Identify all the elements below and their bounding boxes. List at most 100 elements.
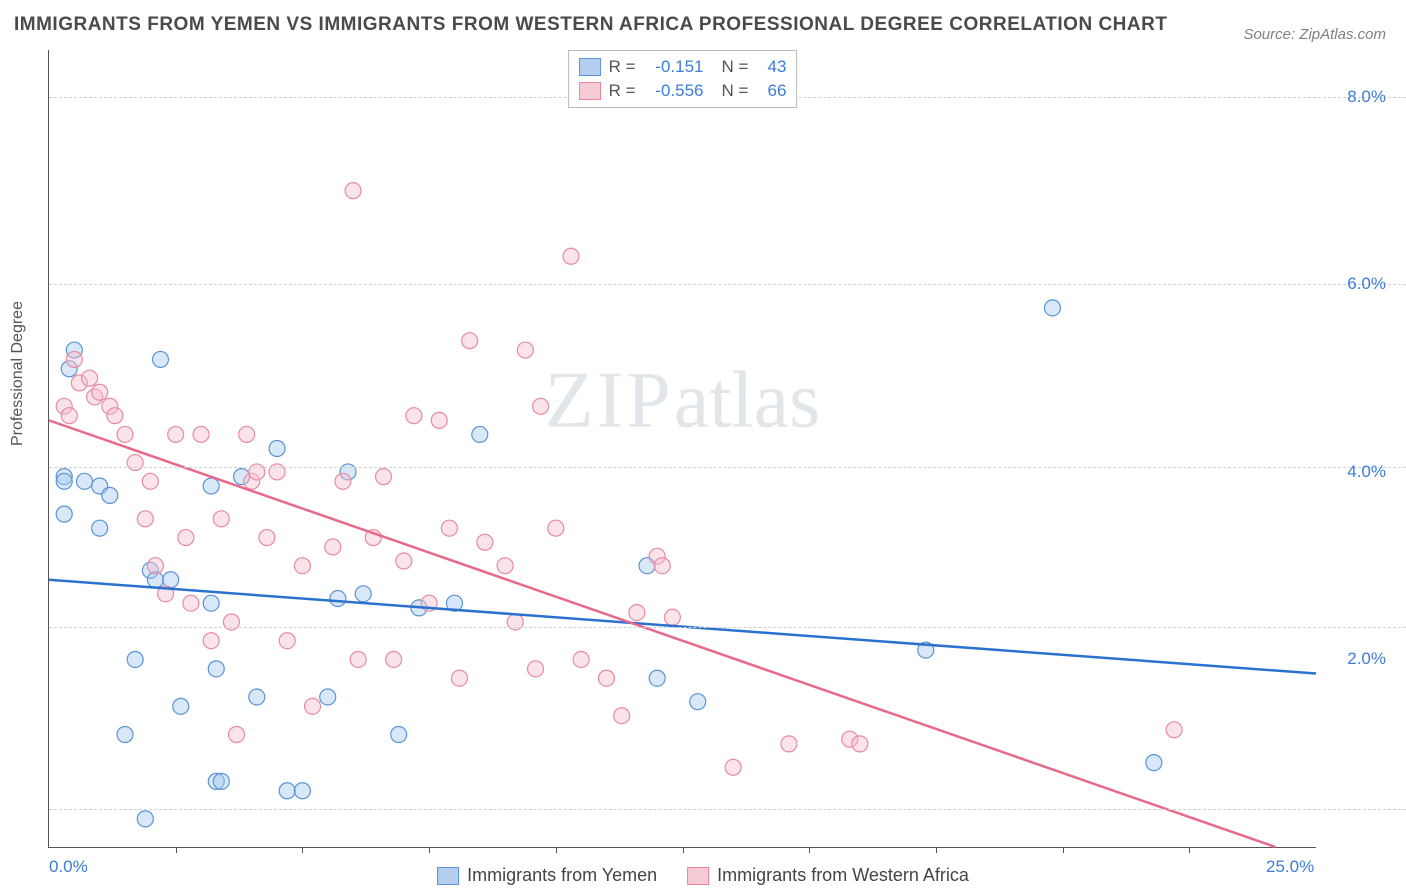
data-point (203, 633, 219, 649)
x-tick (1063, 847, 1064, 853)
data-point (213, 511, 229, 527)
data-point (391, 726, 407, 742)
data-point (386, 651, 402, 667)
r-value: -0.151 (644, 57, 704, 77)
gridline (49, 467, 1406, 468)
x-tick-label: 25.0% (1266, 857, 1314, 877)
data-point (142, 473, 158, 489)
y-tick-label: 6.0% (1347, 274, 1386, 294)
y-axis-label: Professional Degree (9, 301, 27, 446)
data-point (137, 811, 153, 827)
data-point (203, 478, 219, 494)
x-tick (809, 847, 810, 853)
data-point (1044, 300, 1060, 316)
legend-swatch (579, 82, 601, 100)
x-tick (429, 847, 430, 853)
data-point (66, 351, 82, 367)
y-tick-label: 2.0% (1347, 649, 1386, 669)
legend-stats-row: R = -0.556 N = 66 (579, 79, 787, 103)
data-point (1166, 722, 1182, 738)
data-point (431, 412, 447, 428)
n-value: 43 (756, 57, 786, 77)
data-point (127, 651, 143, 667)
data-point (477, 534, 493, 550)
data-point (259, 530, 275, 546)
data-point (533, 398, 549, 414)
r-label: R = (609, 57, 636, 77)
data-point (573, 651, 589, 667)
n-value: 66 (756, 81, 786, 101)
x-tick (556, 847, 557, 853)
data-point (396, 553, 412, 569)
legend-item: Immigrants from Yemen (437, 865, 657, 886)
data-point (178, 530, 194, 546)
data-point (781, 736, 797, 752)
n-label: N = (722, 57, 749, 77)
gridline (49, 284, 1406, 285)
data-point (406, 408, 422, 424)
data-point (294, 783, 310, 799)
legend-label: Immigrants from Yemen (467, 865, 657, 886)
y-tick-label: 8.0% (1347, 87, 1386, 107)
data-point (563, 248, 579, 264)
data-point (725, 759, 741, 775)
data-point (330, 591, 346, 607)
y-tick-label: 4.0% (1347, 462, 1386, 482)
data-point (147, 558, 163, 574)
data-point (82, 370, 98, 386)
data-point (92, 520, 108, 536)
data-point (548, 520, 564, 536)
x-tick (176, 847, 177, 853)
legend-swatch (687, 867, 709, 885)
data-point (269, 441, 285, 457)
data-point (183, 595, 199, 611)
x-tick (936, 847, 937, 853)
data-point (61, 408, 77, 424)
data-point (173, 698, 189, 714)
data-point (137, 511, 153, 527)
chart-plot-area: ZIPatlas 2.0%4.0%6.0%8.0%0.0%25.0%R =-0.… (48, 50, 1316, 848)
data-point (528, 661, 544, 677)
legend-swatch (437, 867, 459, 885)
data-point (350, 651, 366, 667)
data-point (325, 539, 341, 555)
data-point (441, 520, 457, 536)
data-point (452, 670, 468, 686)
data-point (345, 183, 361, 199)
data-point (168, 426, 184, 442)
legend-stats: R = -0.151 N = 43 R = -0.556 N = 66 (568, 50, 798, 108)
trend-line (49, 420, 1275, 847)
legend-swatch (579, 58, 601, 76)
data-point (614, 708, 630, 724)
data-point (56, 473, 72, 489)
data-point (152, 351, 168, 367)
data-point (690, 694, 706, 710)
scatter-plot-svg (49, 50, 1316, 847)
data-point (305, 698, 321, 714)
data-point (249, 689, 265, 705)
data-point (117, 726, 133, 742)
gridline (49, 809, 1406, 810)
source-attribution: Source: ZipAtlas.com (1243, 26, 1386, 43)
legend-bottom: Immigrants from Yemen Immigrants from Wes… (437, 865, 969, 886)
gridline (49, 627, 1406, 628)
data-point (117, 426, 133, 442)
data-point (107, 408, 123, 424)
data-point (355, 586, 371, 602)
data-point (76, 473, 92, 489)
data-point (203, 595, 219, 611)
x-tick (1189, 847, 1190, 853)
data-point (497, 558, 513, 574)
data-point (1146, 755, 1162, 771)
legend-label: Immigrants from Western Africa (717, 865, 969, 886)
data-point (294, 558, 310, 574)
r-label: R = (609, 81, 636, 101)
data-point (279, 633, 295, 649)
data-point (664, 609, 680, 625)
data-point (213, 773, 229, 789)
data-point (462, 333, 478, 349)
n-label: N = (722, 81, 749, 101)
r-value: -0.556 (644, 81, 704, 101)
x-tick (302, 847, 303, 853)
data-point (629, 605, 645, 621)
